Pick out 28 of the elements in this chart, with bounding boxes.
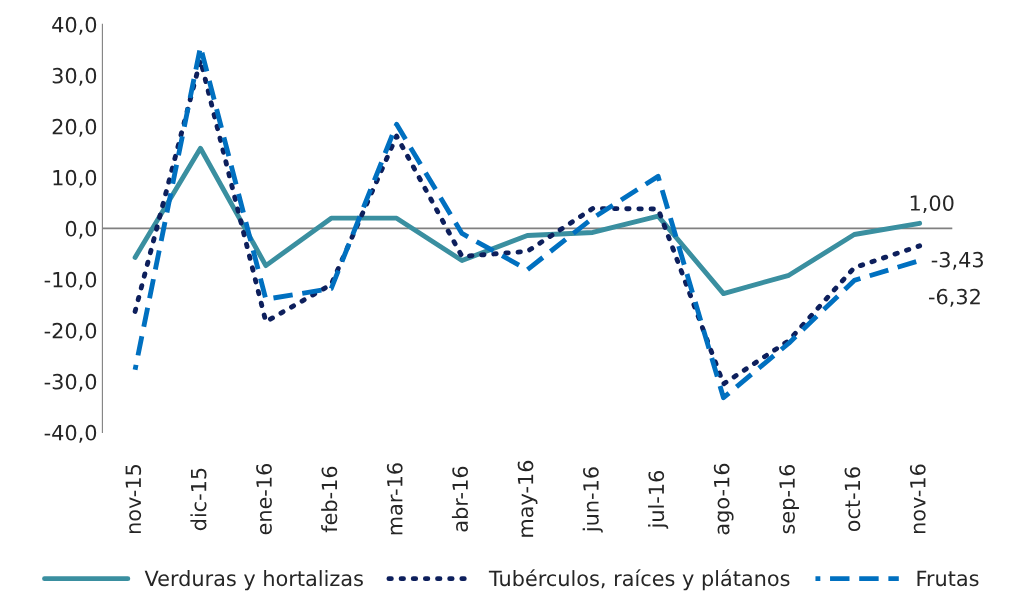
y-tick-label: -20,0 — [44, 322, 97, 341]
y-tick-label: 30,0 — [52, 67, 97, 86]
legend-label: Tubérculos, raíces y plátanos — [488, 569, 790, 591]
x-tick-label: jul-16 — [648, 470, 669, 529]
x-tick-label: ago-16 — [713, 463, 734, 535]
data-label: -3,43 — [931, 251, 983, 270]
x-tick-label: nov-16 — [909, 464, 926, 534]
x-tick-label: sep-16 — [779, 464, 799, 534]
x-tick-label: oct-16 — [844, 467, 861, 532]
y-tick-label: 0,0 — [65, 220, 97, 239]
x-tick-label: feb-16 — [321, 466, 338, 533]
x-tick-label: dic-15 — [190, 468, 207, 531]
y-tick-label: -10,0 — [44, 271, 97, 290]
y-tick-label: 10,0 — [53, 169, 97, 188]
x-tick-label: mar-16 — [386, 463, 403, 535]
y-tick-label: 40,0 — [52, 16, 97, 35]
x-tick-label: abr-16 — [451, 466, 469, 532]
y-tick-label: -40,0 — [44, 424, 97, 443]
legend-label: Frutas — [917, 570, 979, 587]
y-tick-label: -30,0 — [44, 373, 97, 392]
x-tick-label: nov-15 — [125, 465, 142, 534]
y-tick-label: 20,0 — [52, 118, 97, 137]
x-tick-label: may-16 — [517, 460, 538, 537]
data-label: 1,00 — [910, 195, 954, 214]
x-tick-label: ene-16 — [256, 463, 272, 535]
data-label: -6,32 — [928, 288, 980, 307]
x-tick-label: jun-16 — [582, 467, 603, 533]
legend-label: Verduras y hortalizas — [144, 570, 363, 591]
